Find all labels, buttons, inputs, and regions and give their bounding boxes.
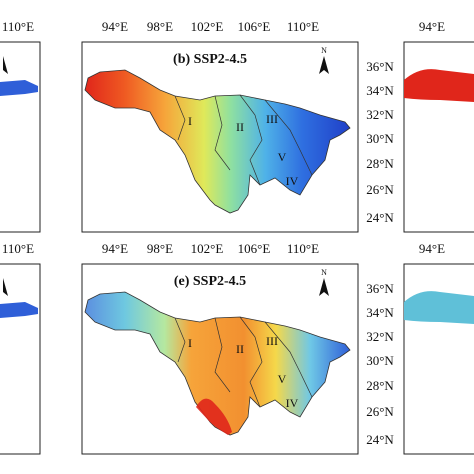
panel-row: 110°E 94°E 98°E 102°E 106°E 110°E 94°E 36°N 34°N… <box>0 241 474 455</box>
region-label: III <box>266 112 278 126</box>
map-frame-left <box>0 263 41 455</box>
region-label: V <box>278 150 287 164</box>
sub-basin-boundary <box>264 99 313 176</box>
lon-label: 110°E <box>2 241 34 256</box>
basin-map-right <box>404 69 474 102</box>
region-label: I <box>188 336 192 350</box>
lon-label: 106°E <box>238 241 271 256</box>
lon-label: 98°E <box>147 19 173 34</box>
lon-label: 110°E <box>2 19 34 34</box>
sub-basin-boundary <box>264 321 313 398</box>
sub-basin-boundary <box>174 95 186 141</box>
lon-label: 94°E <box>102 241 128 256</box>
lat-label: 28°N <box>366 156 394 171</box>
sub-basin-boundary <box>174 317 186 363</box>
lon-label: 94°E <box>419 19 445 34</box>
basin-map-left <box>0 80 38 96</box>
basin-map-right <box>404 291 474 324</box>
lat-label: 26°N <box>366 182 394 197</box>
north-label: N <box>321 268 327 277</box>
lon-label: 110°E <box>287 241 319 256</box>
map-frame <box>81 263 359 455</box>
map-frame-right <box>403 41 474 233</box>
panel-title: (b) SSP2-4.5 <box>173 52 247 67</box>
map-frame <box>81 41 359 233</box>
lat-label: 32°N <box>366 107 394 122</box>
north-arrow <box>319 56 329 74</box>
lat-label: 30°N <box>366 353 394 368</box>
north-arrow-left <box>3 278 8 296</box>
region-label: II <box>236 342 244 356</box>
region-label: IV <box>286 396 299 410</box>
north-arrow-left <box>3 56 8 74</box>
panel-title: (e) SSP2-4.5 <box>174 274 246 289</box>
lon-label: 106°E <box>238 19 271 34</box>
lat-label: 34°N <box>366 305 394 320</box>
north-arrow <box>319 278 329 296</box>
panel-row: 110°E 94°E 98°E 102°E 106°E 110°E 94°E 36°N 34°N… <box>0 19 474 233</box>
lon-label: 94°E <box>102 19 128 34</box>
map-frame-left <box>0 41 41 233</box>
lat-label: 36°N <box>366 59 394 74</box>
basin-map-left <box>0 302 38 318</box>
lat-label: 30°N <box>366 131 394 146</box>
lon-label: 102°E <box>191 241 224 256</box>
sub-basin-boundary <box>239 94 263 186</box>
region-label: II <box>236 120 244 134</box>
sub-basin-boundary <box>214 317 231 393</box>
region-label: I <box>188 114 192 128</box>
lon-label: 94°E <box>419 241 445 256</box>
north-label: N <box>321 46 327 55</box>
lat-label: 32°N <box>366 329 394 344</box>
sub-basin-boundary <box>214 95 231 171</box>
sub-basin-boundary <box>239 316 263 408</box>
lon-label: 98°E <box>147 241 173 256</box>
lat-label: 24°N <box>366 210 394 225</box>
lat-label: 26°N <box>366 404 394 419</box>
region-label: IV <box>286 174 299 188</box>
hotspot <box>196 398 232 435</box>
lon-label: 110°E <box>287 19 319 34</box>
region-label: III <box>266 334 278 348</box>
map-frame-right <box>403 263 474 455</box>
lat-label: 28°N <box>366 378 394 393</box>
lat-label: 36°N <box>366 281 394 296</box>
lat-label: 24°N <box>366 432 394 447</box>
lat-label: 34°N <box>366 83 394 98</box>
region-label: V <box>278 372 287 386</box>
lon-label: 102°E <box>191 19 224 34</box>
